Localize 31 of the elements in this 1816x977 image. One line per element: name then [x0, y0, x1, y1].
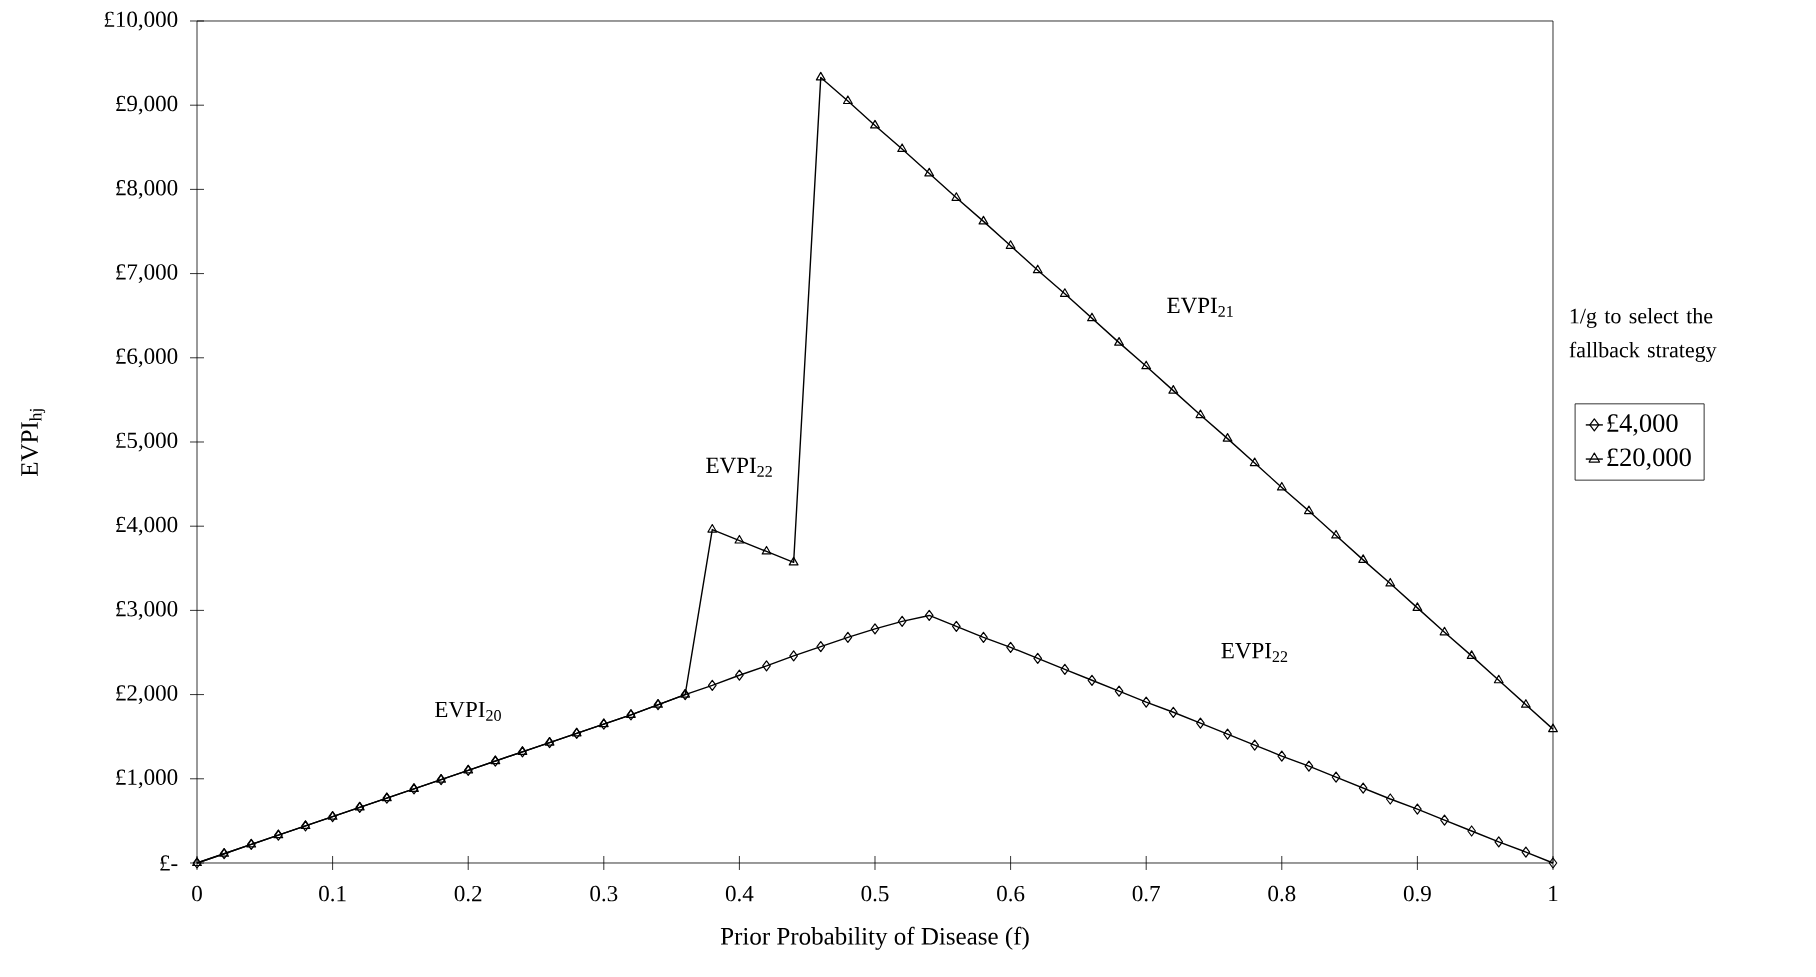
x-tick-label: 0.7 [1132, 885, 1160, 902]
y-tick-label: £8,000 [116, 179, 178, 199]
legend-title: 1/g to select the fallback strategy [1569, 307, 1717, 362]
x-tick-label: 0.5 [861, 885, 889, 902]
x-tick-label: 0.4 [725, 885, 754, 902]
annotation: EVPI$_{21}$ [1167, 297, 1233, 317]
x-tick-label: 0.3 [590, 885, 618, 902]
y-tick-label: £9,000 [116, 95, 178, 115]
x-axis-title: Prior Probability of Disease (f) [720, 926, 1029, 950]
y-axis-title: EVPI$_{hj}$ [21, 409, 46, 477]
x-tick-label: 0.9 [1403, 885, 1431, 902]
y-tick-label: £3,000 [116, 600, 178, 620]
y-tick-label: £2,000 [116, 685, 178, 705]
legend-label: £20,000 [1607, 448, 1691, 470]
legend-label: £4,000 [1607, 414, 1678, 436]
annotation: EVPI$_{22}$ [1221, 643, 1288, 662]
x-tick-label: 0.1 [319, 885, 346, 902]
x-tick-label: 0.8 [1268, 885, 1296, 902]
y-tick-label: £7,000 [116, 264, 178, 284]
y-tick-label: £6,000 [116, 348, 178, 368]
x-tick-label: 0 [192, 885, 202, 902]
annotation: EVPI$_{22}$ [706, 457, 772, 477]
y-tick-label: £5,000 [116, 432, 178, 452]
x-tick-label: 1 [1549, 885, 1558, 902]
y-tick-label: £1,000 [116, 769, 178, 789]
annotation: EVPI$_{20}$ [435, 701, 501, 721]
y-tick-label: £4,000 [116, 516, 178, 536]
x-tick-label: 0.6 [997, 885, 1025, 902]
y-tick-label: £10,000 [104, 11, 178, 31]
x-tick-label: 0.2 [454, 885, 482, 902]
y-tick-label: £- [160, 855, 178, 871]
